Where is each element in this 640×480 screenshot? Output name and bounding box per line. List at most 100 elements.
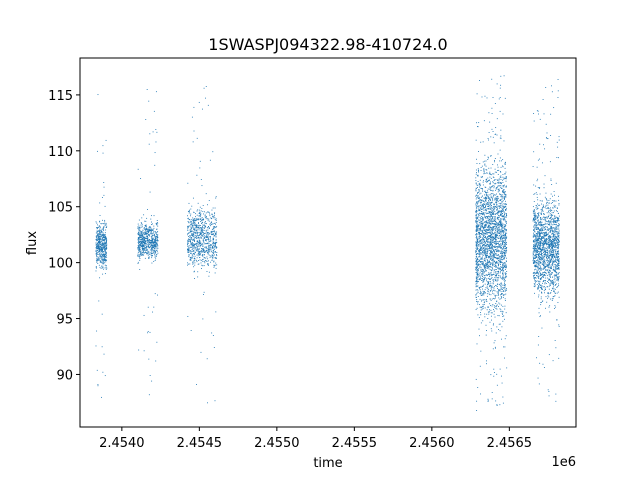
data-point xyxy=(504,246,506,248)
data-point xyxy=(202,227,204,228)
data-point xyxy=(195,236,197,238)
data-point xyxy=(534,250,536,252)
data-point xyxy=(212,230,214,232)
data-point xyxy=(493,223,495,225)
data-point xyxy=(151,249,153,251)
data-point xyxy=(491,193,493,194)
data-point xyxy=(187,182,189,184)
data-point xyxy=(489,186,491,188)
data-point xyxy=(548,218,550,219)
data-point xyxy=(205,212,207,214)
data-point xyxy=(506,247,508,248)
data-point xyxy=(550,268,552,270)
data-point xyxy=(489,303,491,305)
data-point xyxy=(476,222,478,224)
data-point xyxy=(99,227,101,229)
data-point xyxy=(504,193,506,195)
data-point xyxy=(535,225,537,227)
data-point xyxy=(155,241,157,243)
data-point xyxy=(145,228,147,230)
data-point xyxy=(492,282,494,284)
data-point xyxy=(500,261,502,263)
data-point xyxy=(476,256,477,258)
data-point xyxy=(208,263,209,265)
data-point xyxy=(500,236,502,238)
data-point xyxy=(492,264,494,265)
data-point xyxy=(488,132,490,133)
data-point xyxy=(504,233,506,235)
data-point xyxy=(188,246,190,248)
data-point xyxy=(505,243,507,245)
data-point xyxy=(193,234,195,236)
data-point xyxy=(487,206,489,207)
data-point xyxy=(486,208,487,210)
data-point xyxy=(480,222,482,224)
data-point xyxy=(479,182,481,184)
data-point xyxy=(479,240,481,242)
data-point xyxy=(555,400,557,402)
data-point xyxy=(105,224,107,226)
data-point xyxy=(99,251,101,253)
data-point xyxy=(488,265,490,267)
data-point xyxy=(103,256,105,257)
data-point xyxy=(502,244,504,245)
data-point xyxy=(504,280,506,282)
data-point xyxy=(486,246,488,248)
data-point xyxy=(490,242,492,244)
data-point xyxy=(103,253,105,255)
data-point xyxy=(103,260,105,262)
data-point xyxy=(483,232,485,234)
data-point xyxy=(504,205,506,207)
data-point xyxy=(490,294,492,296)
data-point xyxy=(201,220,203,222)
data-point xyxy=(548,285,550,287)
data-point xyxy=(501,222,503,224)
data-point xyxy=(504,272,506,274)
data-point xyxy=(500,277,502,279)
data-point xyxy=(200,233,202,234)
data-point xyxy=(488,232,490,234)
data-point xyxy=(491,237,493,239)
data-point xyxy=(480,291,482,293)
data-point xyxy=(478,210,480,212)
data-point xyxy=(495,257,497,259)
data-point xyxy=(489,240,491,242)
data-point xyxy=(212,257,213,259)
data-point xyxy=(547,216,549,218)
data-point xyxy=(495,204,497,206)
data-point xyxy=(503,191,505,193)
data-point xyxy=(95,237,97,239)
data-point xyxy=(541,277,543,278)
data-point xyxy=(500,196,502,198)
data-point xyxy=(503,230,504,232)
data-point xyxy=(212,239,214,241)
data-point xyxy=(498,290,500,292)
data-point xyxy=(489,199,491,200)
data-point xyxy=(100,260,102,262)
data-point xyxy=(155,258,157,260)
data-point xyxy=(203,251,205,253)
data-point xyxy=(489,121,491,123)
data-point xyxy=(535,265,536,266)
data-point xyxy=(548,243,549,245)
data-point xyxy=(148,143,150,145)
data-point xyxy=(476,239,478,241)
data-point xyxy=(482,189,484,191)
data-point xyxy=(540,258,542,260)
data-point xyxy=(494,228,496,230)
data-point xyxy=(534,269,535,271)
data-point xyxy=(490,234,492,236)
data-point xyxy=(484,248,486,250)
data-point xyxy=(147,234,149,236)
data-point xyxy=(487,138,489,139)
data-point xyxy=(481,257,483,259)
data-point xyxy=(490,212,492,214)
data-point xyxy=(187,234,189,236)
data-point xyxy=(214,227,216,229)
data-point xyxy=(478,250,480,252)
data-point xyxy=(490,227,492,228)
data-point xyxy=(489,309,490,311)
data-point xyxy=(153,306,155,308)
data-point xyxy=(491,260,493,261)
data-point xyxy=(483,233,485,235)
